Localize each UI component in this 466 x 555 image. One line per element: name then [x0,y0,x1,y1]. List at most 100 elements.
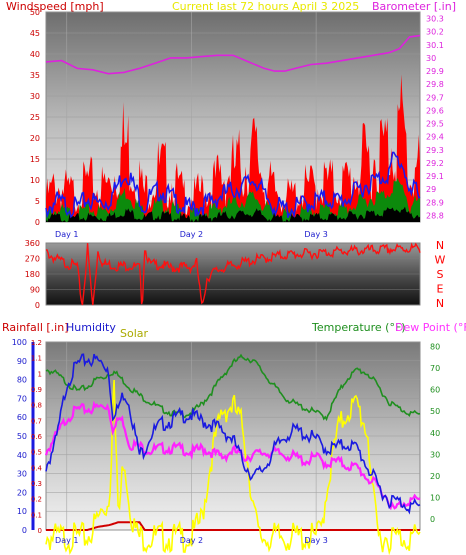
windspeed-tick-label: 45 [30,29,40,38]
humidity-tick-label: 0 [22,526,27,535]
rain-tick-label: 0.5 [31,449,42,457]
humidity-tick-label: 60 [17,413,27,422]
dewpoint-axis-title: Dew Point (°F) [395,321,466,334]
temperature-tick-label: 10 [430,494,440,503]
temperature-tick-label: 50 [430,407,440,416]
wind-speed-area [46,177,420,222]
humidity-tick-label: 40 [17,451,27,460]
windspeed-tick-label: 40 [30,50,40,59]
temperature-tick-label: 60 [430,386,440,395]
barometer-tick-label: 29.6 [426,106,444,115]
rain-tick-label: 0.3 [31,480,42,488]
temperature-tick-label: 0 [430,515,435,524]
humidity-tick-label: 90 [17,357,27,366]
rainfall-line [46,521,420,531]
wind-direction-line [45,242,421,306]
rain-tick-label: 0.7 [31,417,42,425]
barometer-tick-label: 29.1 [426,172,444,181]
humidity-tick-label: 100 [12,338,27,347]
temperature-axis-ticks: 0 10 20 30 40 50 60 70 80 [430,342,440,524]
dewpoint-line [44,400,421,511]
temperature-tick-label: 40 [430,429,440,438]
temperature-tick-label: 20 [430,472,440,481]
day-label: Day 2 [180,230,203,239]
barometer-tick-label: 30.1 [426,41,444,50]
barometer-tick-label: 28.9 [426,198,444,207]
windspeed-tick-label: 35 [30,71,40,80]
rain-tick-label: 0 [38,527,42,535]
compass-point-label: S [437,268,444,281]
barometer-tick-label: 30.3 [426,15,444,24]
humidity-axis-ticks: 0 10 20 30 40 50 60 70 80 90 100 [12,338,27,535]
rain-tick-label: 1.2 [31,339,42,347]
windspeed-axis-title: Windspeed [mph] [6,0,104,13]
barometer-tick-label: 30 [426,54,436,63]
rain-tick-label: 0.9 [31,386,42,394]
rain-tick-label: 0.1 [31,511,42,519]
day-label: Day 2 [180,536,203,545]
rain-axis-ticks: 0 0.1 0.2 0.3 0.4 0.5 0.6 0.7 0.8 0.9 1 1.1 1.2 [31,339,43,535]
compass-point-label: N [436,239,444,252]
direction-tick-label: 90 [30,286,40,295]
barometer-tick-label: 29.7 [426,93,444,102]
day-label: Day 3 [304,230,327,239]
windspeed-tick-label: 30 [30,92,40,101]
windspeed-tick-label: 20 [30,134,40,143]
humidity-tick-label: 30 [17,470,27,479]
rainfall-axis-title: Rainfall [.in] [2,321,69,334]
humidity-line [45,353,421,515]
climate-series-layer [44,353,421,555]
humidity-legend-label: Humidity [66,321,116,334]
day-label: Day 1 [55,536,78,545]
humidity-tick-label: 80 [17,376,27,385]
direction-tick-label: 0 [35,301,40,310]
rain-tick-label: 1 [38,370,42,378]
temperature-tick-label: 80 [430,342,440,351]
compass-point-label: N [436,297,444,310]
rain-tick-label: 1.1 [31,355,42,363]
barometer-tick-label: 28.8 [426,211,444,220]
wind-series-layer [45,34,421,222]
compass-point-label: E [437,283,444,296]
windspeed-tick-label: 25 [30,113,40,122]
direction-tick-label: 180 [25,270,40,279]
rain-tick-label: 0.8 [31,402,42,410]
climate-day-labels: Day 1 Day 2 Day 3 [55,536,328,545]
windspeed-tick-label: 15 [30,155,40,164]
direction-tick-label: 270 [25,255,40,264]
wind-average-line [45,151,421,219]
barometer-axis-title: Barometer [.in] [372,0,456,13]
humidity-tick-label: 10 [17,507,27,516]
rain-tick-label: 0.4 [31,464,43,472]
direction-axis-ticks: 0 90 180 270 360 [25,239,40,310]
windspeed-tick-label: 50 [30,8,40,17]
chart-title: Current last 72 hours April 3 2025 [172,0,359,13]
humidity-tick-label: 20 [17,488,27,497]
day-label: Day 3 [304,536,327,545]
temperature-tick-label: 30 [430,450,440,459]
wind-day-labels: Day 1 Day 2 Day 3 [55,230,328,239]
humidity-tick-label: 50 [17,432,27,441]
barometer-axis-ticks: 28.8 28.9 29 29.1 29.2 29.3 29.4 29.5 29.6 29.7 29… [426,15,444,221]
barometer-tick-label: 29.8 [426,80,444,89]
solar-legend-label: Solar [120,327,149,340]
temperature-tick-label: 70 [430,364,440,373]
barometer-tick-label: 29.4 [426,133,444,142]
wind-low-area [46,206,420,222]
temperature-axis-title: Temperature (°F) [311,321,406,334]
direction-tick-label: 360 [25,239,40,248]
rain-tick-label: 0.2 [31,496,42,504]
barometer-tick-label: 29.5 [426,120,444,129]
barometer-line [45,34,421,75]
barometer-tick-label: 29 [426,185,436,194]
compass-point-label: W [435,254,446,267]
direction-series-layer [45,242,421,306]
barometer-tick-label: 29.2 [426,159,444,168]
windspeed-tick-label: 0 [35,218,40,227]
wind-gust-area [46,74,420,222]
